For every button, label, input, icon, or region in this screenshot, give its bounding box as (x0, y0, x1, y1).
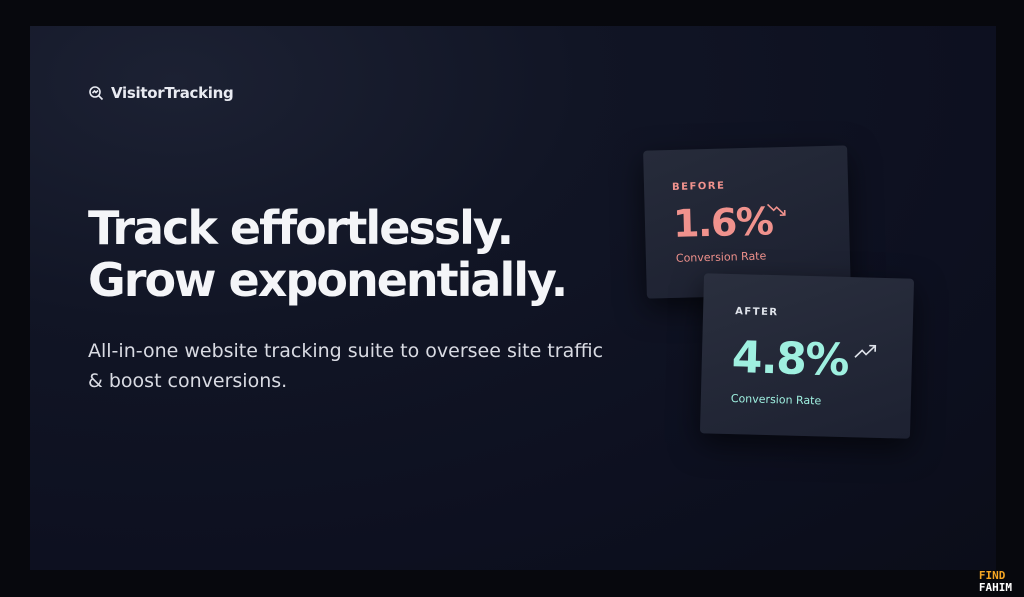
watermark-line2: FAHIM (978, 581, 1012, 594)
hero-subtitle: All-in-one website tracking suite to ove… (88, 340, 604, 392)
before-label: BEFORE (671, 180, 726, 193)
after-card: AFTER 4.8% Conversion Rate (699, 273, 915, 439)
hero-title-line2: Grow exponentially. (88, 253, 568, 307)
before-caption: Conversion Rate (675, 249, 767, 265)
search-analytics-icon (89, 86, 104, 101)
after-caption: Conversion Rate (730, 392, 822, 408)
trend-up-icon (854, 344, 877, 358)
brand-logo[interactable]: VisitorTracking (88, 84, 234, 102)
watermark-line1: FIND (978, 569, 1006, 582)
hero-panel: VisitorTracking Track effortlessly. Grow … (30, 26, 996, 570)
trend-down-icon (766, 203, 786, 216)
after-label: AFTER (734, 306, 779, 319)
before-value: 1.6% (672, 199, 773, 246)
hero-title-line1: Track effortlessly. (88, 201, 514, 255)
brand-name: VisitorTracking (111, 84, 234, 102)
before-card: BEFORE 1.6% Conversion Rate (643, 145, 851, 299)
watermark: FIND FAHIM (979, 570, 1012, 594)
after-value: 4.8% (731, 332, 849, 387)
hero-title: Track effortlessly. Grow exponentially. (88, 201, 568, 307)
